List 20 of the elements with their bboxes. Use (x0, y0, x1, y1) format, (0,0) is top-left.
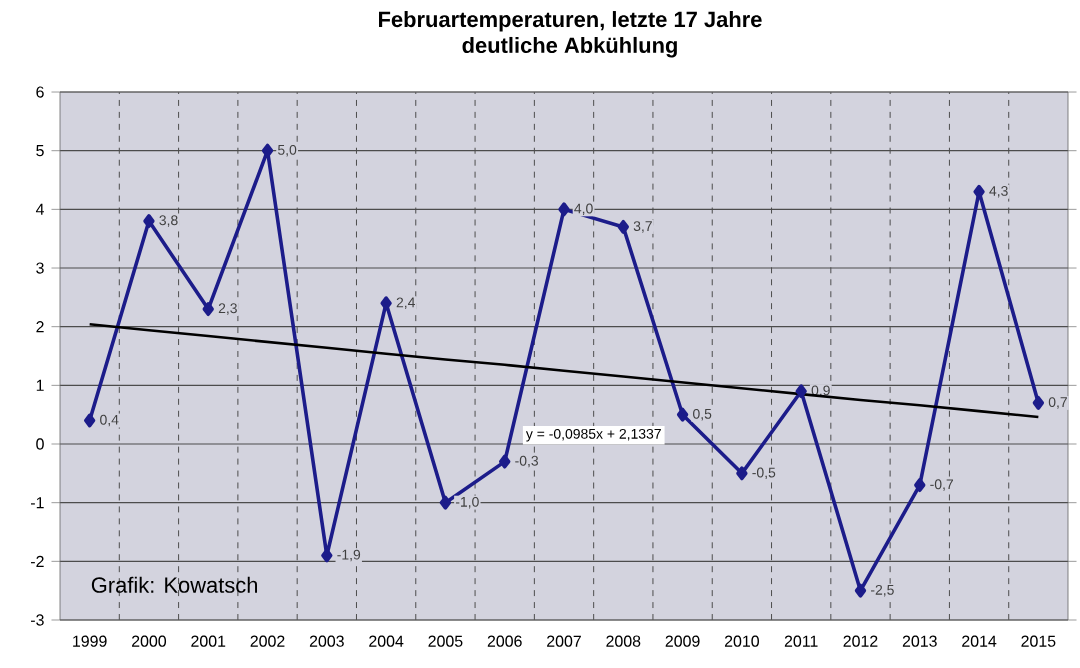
point (439, 495, 452, 510)
point (380, 296, 392, 311)
chart-title: Februartemperaturen, letzte 17 Jahre (379, 11, 762, 32)
point (143, 214, 155, 229)
point (202, 302, 214, 317)
point (676, 407, 689, 422)
point (795, 384, 807, 399)
point (321, 548, 333, 563)
chart-subtitle: deutliche Abkühlung (462, 36, 677, 58)
point (1032, 395, 1045, 410)
annotation: Grafik: Kowatsch (91, 576, 257, 593)
point (617, 219, 629, 234)
point (558, 202, 570, 217)
point (736, 466, 748, 481)
point (914, 478, 926, 493)
point (83, 413, 96, 428)
point (261, 143, 274, 158)
point (499, 454, 511, 469)
point (973, 184, 985, 199)
point (854, 583, 867, 598)
